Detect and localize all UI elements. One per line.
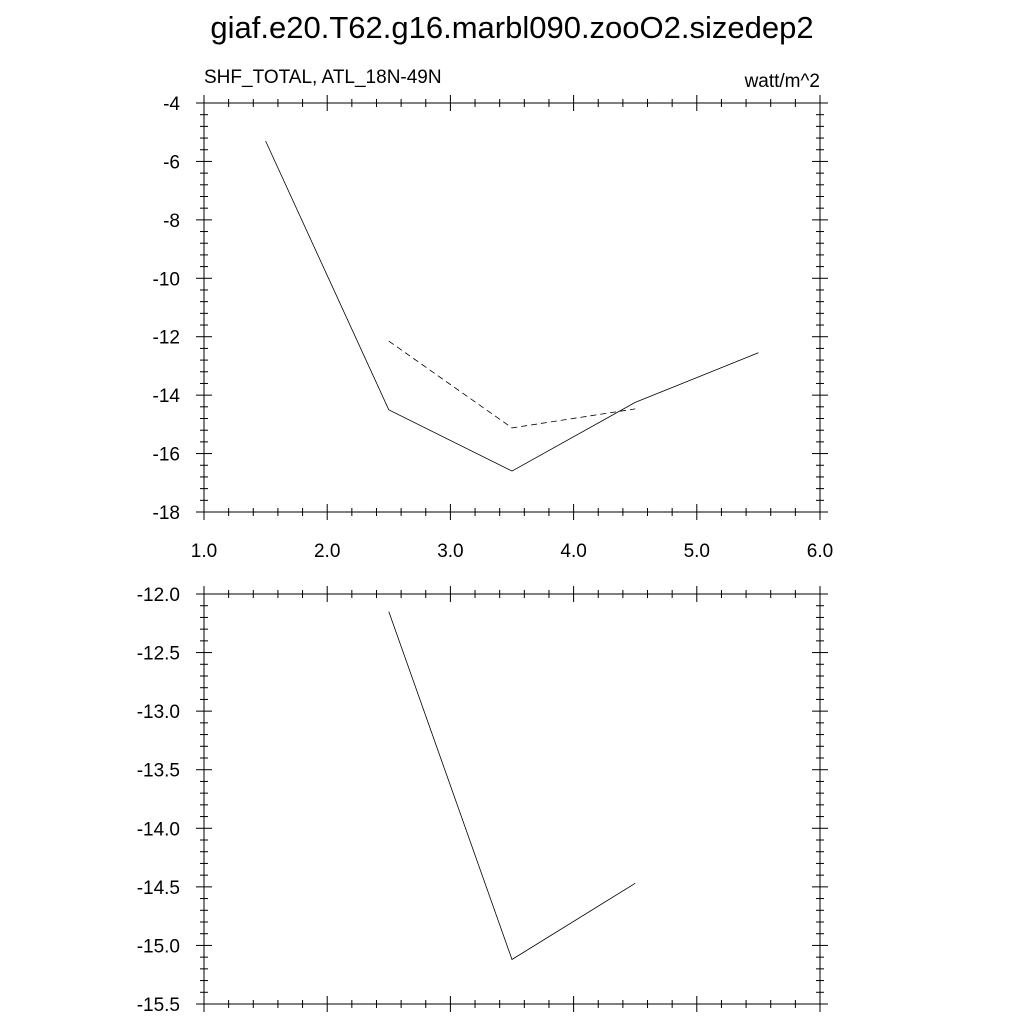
bottom-series (388, 611, 636, 961)
top-y-tick-label: -18 (153, 503, 180, 524)
top-panel: SHF_TOTAL, ATL_18N-49N watt/m^2 -4 -6 -8 -1… (153, 67, 834, 562)
top-y-tick-label: -6 (163, 152, 180, 173)
top-x-tick-label: 5.0 (684, 541, 710, 562)
bottom-y-tick-label: -13.5 (137, 761, 180, 782)
top-x-tick-label: 6.0 (807, 541, 833, 562)
bottom-panel: -12.0 -12.5 -13.0 -13.5 -14.0 -14.5 -15.0 -15.5 (137, 585, 828, 1016)
top-panel-subtitle-right: watt/m^2 (744, 71, 820, 92)
top-x-ticks: 1.0 2.0 3.0 4.0 5.0 6.0 (191, 95, 833, 562)
top-y-tick-label: -8 (163, 211, 180, 232)
bottom-series-line-solid (388, 611, 636, 961)
top-plot-frame (203, 102, 821, 513)
top-x-tick-label: 2.0 (314, 541, 340, 562)
top-series-line-solid (265, 140, 759, 472)
top-y-tick-label: -12 (153, 328, 180, 349)
bottom-y-ticks: -12.0 -12.5 -13.0 -13.5 -14.0 -14.5 -15.0 -15.5 (137, 585, 828, 1016)
top-x-tick-label: 1.0 (191, 541, 217, 562)
bottom-plot-frame (203, 593, 821, 1005)
top-panel-subtitle-left: SHF_TOTAL, ATL_18N-49N (204, 67, 442, 88)
top-y-ticks: -4 -6 -8 -10 -12 -14 -16 -18 (153, 94, 828, 524)
top-x-tick-label: 3.0 (437, 541, 463, 562)
top-y-tick-label: -14 (153, 386, 181, 407)
top-y-tick-label: -4 (163, 94, 180, 115)
bottom-y-tick-label: -15.5 (137, 995, 180, 1016)
bottom-y-tick-label: -13.0 (137, 702, 180, 723)
bottom-y-tick-label: -14.0 (137, 819, 180, 840)
bottom-y-tick-label: -14.5 (137, 878, 180, 899)
bottom-y-tick-label: -12.5 (137, 644, 180, 665)
bottom-y-tick-label: -12.0 (137, 585, 180, 606)
figure-title: giaf.e20.T62.g16.marbl090.zooO2.sizedep2 (210, 10, 813, 45)
top-y-tick-label: -16 (153, 445, 180, 466)
top-series (265, 140, 759, 472)
top-y-tick-label: -10 (153, 269, 180, 290)
top-x-tick-label: 4.0 (560, 541, 586, 562)
bottom-x-ticks (203, 586, 821, 1012)
bottom-y-tick-label: -15.0 (137, 936, 180, 957)
top-series-line-dashed (388, 340, 636, 429)
